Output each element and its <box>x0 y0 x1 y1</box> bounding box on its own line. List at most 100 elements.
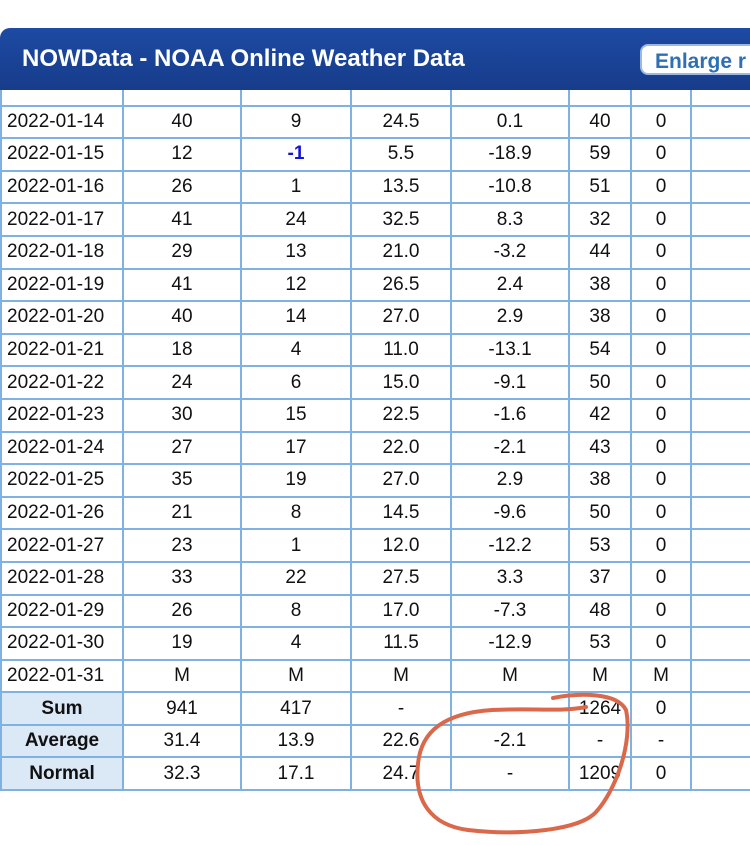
cell: 11.0 <box>350 332 452 368</box>
cell: -2.1 <box>450 430 570 466</box>
cell: 0 <box>690 300 750 335</box>
cell: M <box>630 658 692 694</box>
cell: 41 <box>122 202 242 237</box>
cell: 43 <box>568 430 632 466</box>
cell: 41 <box>122 267 242 303</box>
cell: 17.1 <box>240 756 352 792</box>
cell: M <box>350 658 452 694</box>
cell: 15.0 <box>350 365 452 400</box>
cell: 24 <box>240 202 352 237</box>
cell: 8 <box>240 495 352 531</box>
cell: 0 <box>690 267 750 303</box>
cell: 0 <box>690 397 750 433</box>
cell: 1209 <box>568 756 632 792</box>
cell: 8 <box>240 593 352 629</box>
cell: -12.2 <box>450 528 570 563</box>
cell: 42 <box>568 397 632 433</box>
cell: 32 <box>568 202 632 237</box>
cell: 22.0 <box>350 430 452 466</box>
cell: 0 <box>630 397 692 433</box>
cell: -18.9 <box>450 137 570 172</box>
row-label: 2022-01-17 <box>0 202 124 237</box>
cell: -7.3 <box>450 593 570 629</box>
cell: 59 <box>568 137 632 172</box>
cell: 0 <box>630 169 692 205</box>
cell: 19 <box>122 626 242 661</box>
cell: 417 <box>240 691 352 726</box>
cell: 33 <box>122 560 242 596</box>
cell: 50 <box>568 495 632 531</box>
row-label: 2022-01-16 <box>0 169 124 205</box>
cell: 31.4 <box>122 723 242 759</box>
cell: 19 <box>240 463 352 498</box>
cell: 38 <box>568 267 632 303</box>
cell: -12.9 <box>450 626 570 661</box>
cell: 5.5 <box>350 137 452 172</box>
cell: 4 <box>240 626 352 661</box>
cell: 0 <box>690 463 750 498</box>
cell: 0 <box>630 365 692 400</box>
table-row: 2022-01-28 33 22 27.5 3.3 37 0 <box>0 560 750 596</box>
cell: 23 <box>122 528 242 563</box>
cell: 0 <box>690 495 750 531</box>
row-label: 2022-01-22 <box>0 365 124 400</box>
cell: 17.0 <box>350 593 452 629</box>
cell: 0 <box>630 560 692 596</box>
cell: 1264 <box>568 691 632 726</box>
enlarge-button[interactable]: Enlarge r <box>640 44 750 75</box>
cell: 11.5 <box>350 626 452 661</box>
cell: 53 <box>568 626 632 661</box>
cell: 3.3 <box>450 560 570 596</box>
cell: M <box>122 658 242 694</box>
table-container: 2022-01-1440924.50.140002022-01-1512-15.… <box>0 90 750 845</box>
cell: 0 <box>630 593 692 629</box>
cell: 13.9 <box>240 723 352 759</box>
cell: 53 <box>568 528 632 563</box>
row-label: 2022-01-28 <box>0 560 124 596</box>
header-bar: NOWData - NOAA Online Weather Data Enlar… <box>0 28 750 90</box>
row-label: 2022-01-18 <box>0 234 124 270</box>
cell: 27 <box>122 430 242 466</box>
data-table: 2022-01-1440924.50.140002022-01-1512-15.… <box>0 90 750 792</box>
cell: 17 <box>240 430 352 466</box>
cell <box>690 658 750 694</box>
row-label: 2022-01-21 <box>0 332 124 368</box>
cell: 941 <box>122 691 242 726</box>
cell: 50 <box>568 365 632 400</box>
row-label: 2022-01-30 <box>0 626 124 661</box>
row-label: 2022-01-27 <box>0 528 124 563</box>
cell: 32.3 <box>122 756 242 792</box>
cell: 27.5 <box>350 560 452 596</box>
cell: 0 <box>630 104 692 140</box>
cell: 15 <box>240 397 352 433</box>
cell: 9 <box>240 104 352 140</box>
cell: M <box>450 658 570 694</box>
cell: 22 <box>240 560 352 596</box>
cell: -1 <box>240 137 352 172</box>
cell: 26 <box>122 169 242 205</box>
cell: 0 <box>690 593 750 629</box>
row-label: Average <box>0 723 124 759</box>
cell: 0 <box>630 691 692 726</box>
cell: 0 <box>630 234 692 270</box>
cell: 0 <box>690 234 750 270</box>
cell: 0 <box>690 365 750 400</box>
cell: 0 <box>630 495 692 531</box>
cell: -13.1 <box>450 332 570 368</box>
cell: 22.5 <box>350 397 452 433</box>
cell: 38 <box>568 463 632 498</box>
table-row: Average 31.4 13.9 22.6 -2.1- - <box>0 723 750 759</box>
cell: -10.8 <box>450 169 570 205</box>
